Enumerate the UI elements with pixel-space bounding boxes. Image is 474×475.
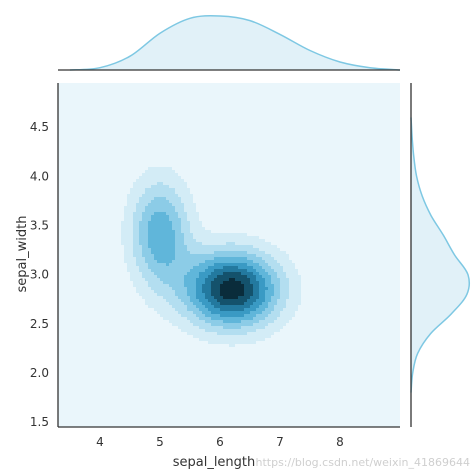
- y-tick-label: 3.0: [30, 268, 49, 282]
- y-axis-label: sepal_width: [15, 216, 30, 293]
- x-tick-label: 5: [156, 435, 164, 449]
- marginal-x-kde: [58, 15, 401, 71]
- x-tick-label: 7: [276, 435, 284, 449]
- x-tick-label: 8: [336, 435, 344, 449]
- y-tick-label: 1.5: [30, 415, 49, 429]
- x-tick-label: 4: [96, 435, 104, 449]
- x-tick-label: 6: [216, 435, 224, 449]
- y-tick-label: 4.5: [30, 120, 49, 134]
- y-tick-label: 2.5: [30, 317, 49, 331]
- x-axis-label: sepal_length: [173, 455, 256, 470]
- marginal-y-kde: [410, 83, 471, 427]
- y-tick-label: 2.0: [30, 366, 49, 380]
- axes-frame: [57, 83, 400, 428]
- marginal-x-line: [69, 15, 401, 71]
- joint-kde-contours: [121, 167, 301, 347]
- watermark: https://blog.csdn.net/weixin_41869644: [255, 456, 470, 469]
- x-ticks: 4 5 6 7 8: [96, 435, 344, 449]
- marginal-x-fill: [58, 15, 400, 70]
- y-tick-label: 3.5: [30, 219, 49, 233]
- y-tick-label: 4.0: [30, 169, 49, 183]
- marginal-y-fill: [411, 117, 470, 393]
- contour-level-8: [220, 278, 244, 299]
- marginal-y-line: [410, 117, 471, 393]
- y-ticks: 1.5 2.0 2.5 3.0 3.5 4.0 4.5: [30, 120, 49, 429]
